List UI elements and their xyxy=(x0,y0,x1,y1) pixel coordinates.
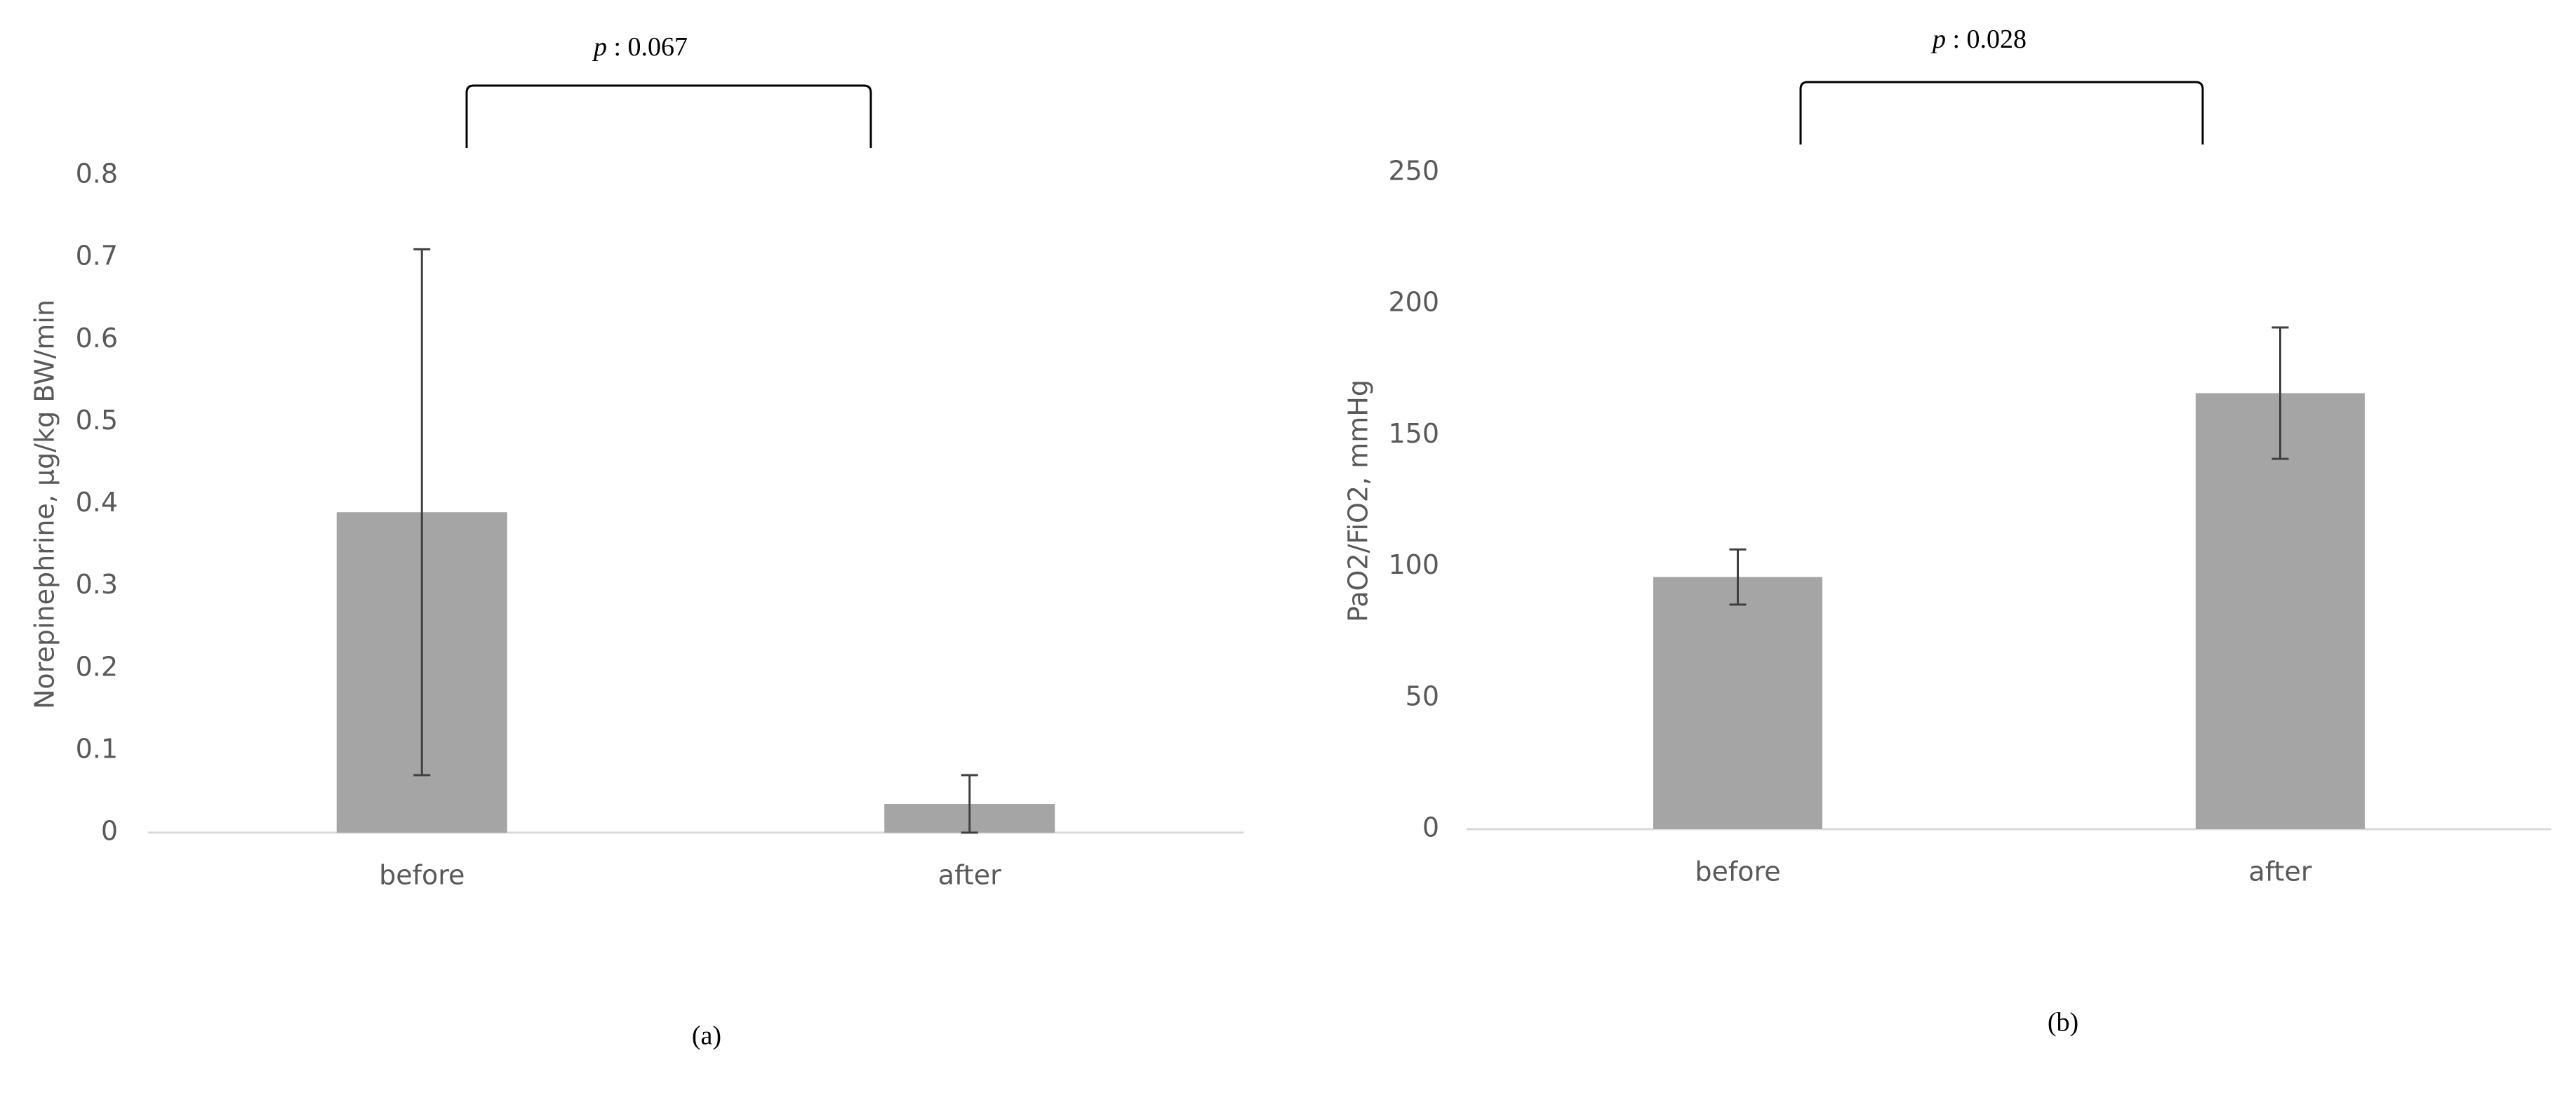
p-space xyxy=(1946,25,1953,54)
p-symbol: p xyxy=(1930,25,1946,54)
y-tick-label: 0.5 xyxy=(76,405,118,436)
y-axis-label: PaO2/FiO2, mmHg xyxy=(1343,379,1374,622)
y-tick-label: 0.6 xyxy=(76,323,118,354)
error-bar xyxy=(961,774,978,834)
y-tick-label: 0.8 xyxy=(76,159,118,189)
y-tick-label: 100 xyxy=(1388,549,1439,580)
error-bar xyxy=(1729,548,1747,606)
y-axis-label: Norepinephrine, µg/kg BW/min xyxy=(29,300,60,709)
bar xyxy=(2196,393,2365,829)
x-tick-label: after xyxy=(2249,856,2312,887)
p-value: : 0.028 xyxy=(1952,25,2027,54)
error-bar xyxy=(413,248,431,777)
y-tick-label: 0.7 xyxy=(76,241,118,271)
significance-bracket xyxy=(1799,81,2204,145)
y-tick-label: 50 xyxy=(1406,680,1439,711)
x-tick-label: before xyxy=(379,860,465,891)
significance-bracket xyxy=(465,84,872,148)
y-tick-label: 0.4 xyxy=(76,487,118,518)
error-bar xyxy=(2271,326,2289,460)
p-annotation: p : 0.067 xyxy=(592,32,688,62)
y-tick-label: 250 xyxy=(1388,156,1439,187)
y-tick-label: 0.3 xyxy=(76,569,118,600)
caption: (a) xyxy=(692,1021,721,1051)
y-tick-label: 150 xyxy=(1388,418,1439,449)
y-tick-label: 0.2 xyxy=(76,651,118,682)
p-value: : 0.067 xyxy=(613,32,688,62)
y-tick-label: 200 xyxy=(1388,287,1439,318)
x-tick-label: before xyxy=(1695,856,1780,887)
y-tick-label: 0 xyxy=(101,816,118,847)
y-tick-label: 0 xyxy=(1422,812,1439,843)
bar xyxy=(1653,577,1822,829)
caption: (b) xyxy=(2048,1008,2078,1037)
p-space xyxy=(607,32,614,62)
p-annotation: p : 0.028 xyxy=(1930,25,2027,54)
x-tick-label: after xyxy=(938,860,1001,891)
y-tick-label: 0.1 xyxy=(76,733,118,764)
p-symbol: p xyxy=(592,32,607,62)
